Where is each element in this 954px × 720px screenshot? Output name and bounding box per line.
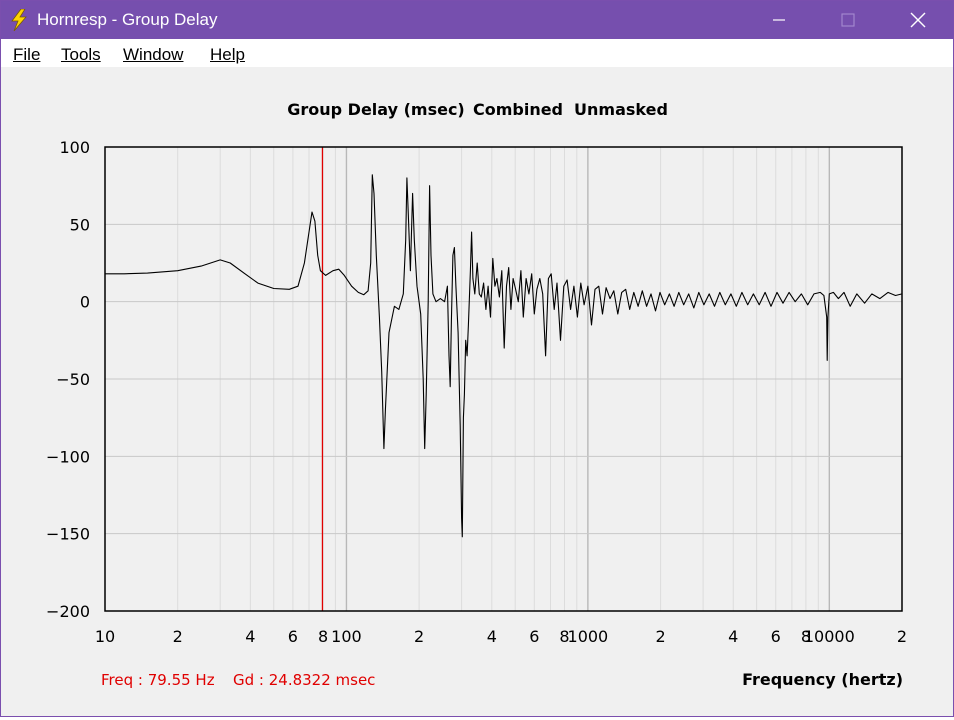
freq-readout: Freq : 79.55 Hz — [101, 671, 215, 689]
x-tick-label: 2 — [655, 627, 665, 646]
menu-help[interactable]: Help — [210, 45, 245, 65]
x-tick-label: 6 — [529, 627, 539, 646]
x-tick-label: 2 — [173, 627, 183, 646]
y-axis-ticks: 100 50 0 −50 −100 −150 −200 — [46, 138, 90, 621]
x-tick-label: 1000 — [568, 627, 609, 646]
x-tick-label: 10 — [95, 627, 115, 646]
x-tick-label: 8 — [801, 627, 811, 646]
y-tick-label: 0 — [80, 293, 90, 312]
minimize-button[interactable] — [756, 1, 802, 39]
group-delay-chart[interactable]: Group Delay (msec) Combined Unmasked 100… — [1, 67, 953, 716]
x-axis-label: Frequency (hertz) — [742, 670, 903, 689]
x-tick-label: 100 — [331, 627, 362, 646]
menu-help-label: Help — [210, 45, 245, 64]
menu-window[interactable]: Window — [123, 45, 183, 65]
x-tick-label: 6 — [771, 627, 781, 646]
maximize-button[interactable] — [825, 1, 871, 39]
menu-window-label: Window — [123, 45, 184, 64]
y-tick-label: −50 — [56, 370, 90, 389]
menu-file-label: File — [13, 45, 41, 64]
menu-tools[interactable]: Tools — [61, 45, 101, 65]
chart-title-part-2: Combined — [473, 100, 563, 119]
plot-frame — [104, 146, 903, 612]
x-tick-label: 4 — [728, 627, 738, 646]
x-tick-label: 8 — [318, 627, 328, 646]
x-tick-label: 10000 — [804, 627, 855, 646]
gd-readout: Gd : 24.8322 msec — [233, 671, 375, 689]
x-tick-label: 2 — [414, 627, 424, 646]
x-tick-label: 6 — [288, 627, 298, 646]
y-tick-label: 50 — [70, 215, 90, 234]
chart-panel: Group Delay (msec) Combined Unmasked 100… — [1, 67, 953, 716]
series-layer — [105, 174, 903, 538]
window-title: Hornresp - Group Delay — [37, 10, 218, 29]
y-tick-label: −200 — [46, 602, 90, 621]
y-tick-label: 100 — [59, 138, 90, 157]
title-bar[interactable]: Hornresp - Group Delay — [1, 1, 953, 39]
y-tick-label: −100 — [46, 447, 90, 466]
x-tick-label: 4 — [245, 627, 255, 646]
chart-title-part-3: Unmasked — [574, 100, 668, 119]
menu-bar: File Tools Window Help — [1, 39, 953, 67]
series-line — [105, 174, 903, 538]
menu-tools-label: Tools — [61, 45, 101, 64]
menu-file[interactable]: File — [13, 45, 40, 65]
lightning-bolt-icon — [11, 9, 27, 31]
grid — [105, 147, 902, 611]
close-button[interactable] — [894, 1, 940, 39]
x-tick-label: 4 — [487, 627, 497, 646]
chart-title-part-1: Group Delay (msec) — [287, 100, 465, 119]
y-tick-label: −150 — [46, 525, 90, 544]
x-tick-label: 8 — [559, 627, 569, 646]
x-tick-label: 2 — [897, 627, 907, 646]
